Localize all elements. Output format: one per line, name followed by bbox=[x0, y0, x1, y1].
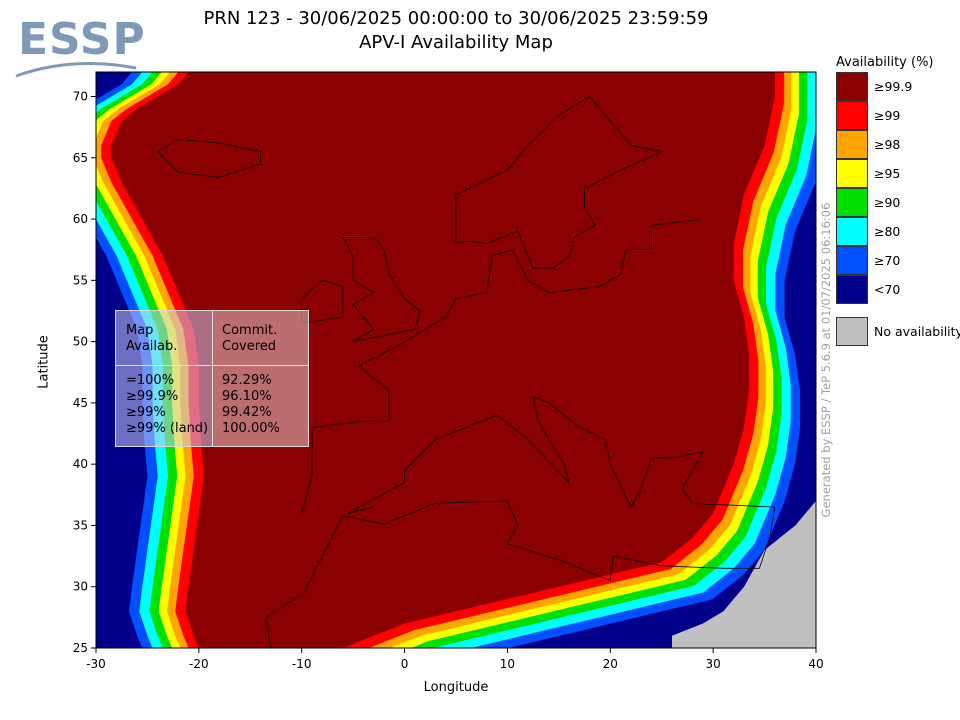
x-tick-label: -30 bbox=[86, 657, 106, 671]
y-tick-label: 65 bbox=[73, 151, 88, 165]
x-tick-label: 10 bbox=[500, 657, 515, 671]
map-subtitle: APV-I Availability Map bbox=[359, 32, 553, 53]
legend-swatch-4 bbox=[836, 159, 868, 188]
coastline-4 bbox=[342, 236, 421, 342]
x-tick-label: -10 bbox=[292, 657, 312, 671]
legend-swatch-1 bbox=[836, 72, 868, 101]
no-availability-region-1 bbox=[672, 500, 816, 648]
legend-label-2: ≥99 bbox=[874, 108, 901, 123]
legend-swatch-3 bbox=[836, 130, 868, 159]
coastline-5 bbox=[301, 279, 344, 324]
legend-swatch-7 bbox=[836, 246, 868, 275]
logo-text: ESSP bbox=[18, 14, 146, 65]
coastline-1 bbox=[301, 218, 703, 514]
legend-swatch-2 bbox=[836, 101, 868, 130]
coastline-8 bbox=[265, 586, 308, 648]
legend-swatch-5 bbox=[836, 188, 868, 217]
legend-label-4: ≥95 bbox=[874, 166, 901, 181]
logo-swoosh bbox=[15, 62, 137, 78]
table-row-2-level: ≥99.9% bbox=[126, 389, 179, 404]
availability-band-99-9 bbox=[111, 72, 775, 648]
table-header-availability: Map Availab. bbox=[126, 323, 178, 354]
x-tick-label: 20 bbox=[603, 657, 618, 671]
y-axis-title: Latitude bbox=[36, 335, 52, 389]
legend-title: Availability (%) bbox=[836, 55, 934, 70]
y-tick-label: 35 bbox=[73, 518, 88, 532]
legend-label-6: ≥80 bbox=[874, 224, 901, 239]
legend-label-7: ≥70 bbox=[874, 253, 901, 268]
y-tick-label: 55 bbox=[73, 273, 88, 287]
legend-label-no-availability: No availability bbox=[874, 324, 960, 339]
y-tick-label: 50 bbox=[73, 335, 88, 349]
generated-stamp: Generated by ESSP / TeP 5.6.9 at 01/07/2… bbox=[819, 202, 833, 518]
x-axis-title: Longitude bbox=[423, 680, 489, 695]
y-tick-label: 70 bbox=[73, 90, 88, 104]
coverage-table: Map Availab. Commit. Covered =100% 92.29… bbox=[115, 310, 309, 447]
coastline-6 bbox=[306, 500, 776, 587]
table-row-2-covered: 96.10% bbox=[222, 389, 272, 404]
coastline-3 bbox=[455, 95, 664, 269]
x-tick-label: 40 bbox=[808, 657, 823, 671]
legend-label-3: ≥98 bbox=[874, 137, 901, 152]
table-row-1-level: =100% bbox=[126, 373, 175, 388]
table-row-4-level: ≥99% (land) bbox=[126, 421, 209, 436]
y-tick-label: 45 bbox=[73, 396, 88, 410]
essp-logo: ESSP bbox=[12, 12, 145, 82]
y-tick-label: 30 bbox=[73, 580, 88, 594]
y-tick-label: 25 bbox=[73, 641, 88, 655]
table-row-1-covered: 92.29% bbox=[222, 373, 272, 388]
legend-swatch-6 bbox=[836, 217, 868, 246]
map-title: PRN 123 - 30/06/2025 00:00:00 to 30/06/2… bbox=[203, 8, 709, 29]
legend-label-5: ≥90 bbox=[874, 195, 901, 210]
table-row-4-covered: 100.00% bbox=[222, 421, 280, 436]
legend-label-8: <70 bbox=[874, 282, 901, 297]
table-header-covered: Commit. Covered bbox=[222, 323, 278, 354]
y-tick-label: 60 bbox=[73, 212, 88, 226]
legend-swatch-8 bbox=[836, 275, 868, 304]
table-row-3-level: ≥99% bbox=[126, 405, 166, 420]
x-tick-label: -20 bbox=[189, 657, 209, 671]
legend-swatch-no-availability bbox=[836, 317, 868, 346]
x-tick-label: 30 bbox=[706, 657, 721, 671]
x-tick-label: 0 bbox=[401, 657, 409, 671]
coastline-7 bbox=[157, 138, 262, 178]
y-tick-label: 40 bbox=[73, 457, 88, 471]
coastline-2 bbox=[347, 396, 775, 514]
table-row-3-covered: 99.42% bbox=[222, 405, 272, 420]
legend-label-1: ≥99.9 bbox=[874, 79, 913, 94]
